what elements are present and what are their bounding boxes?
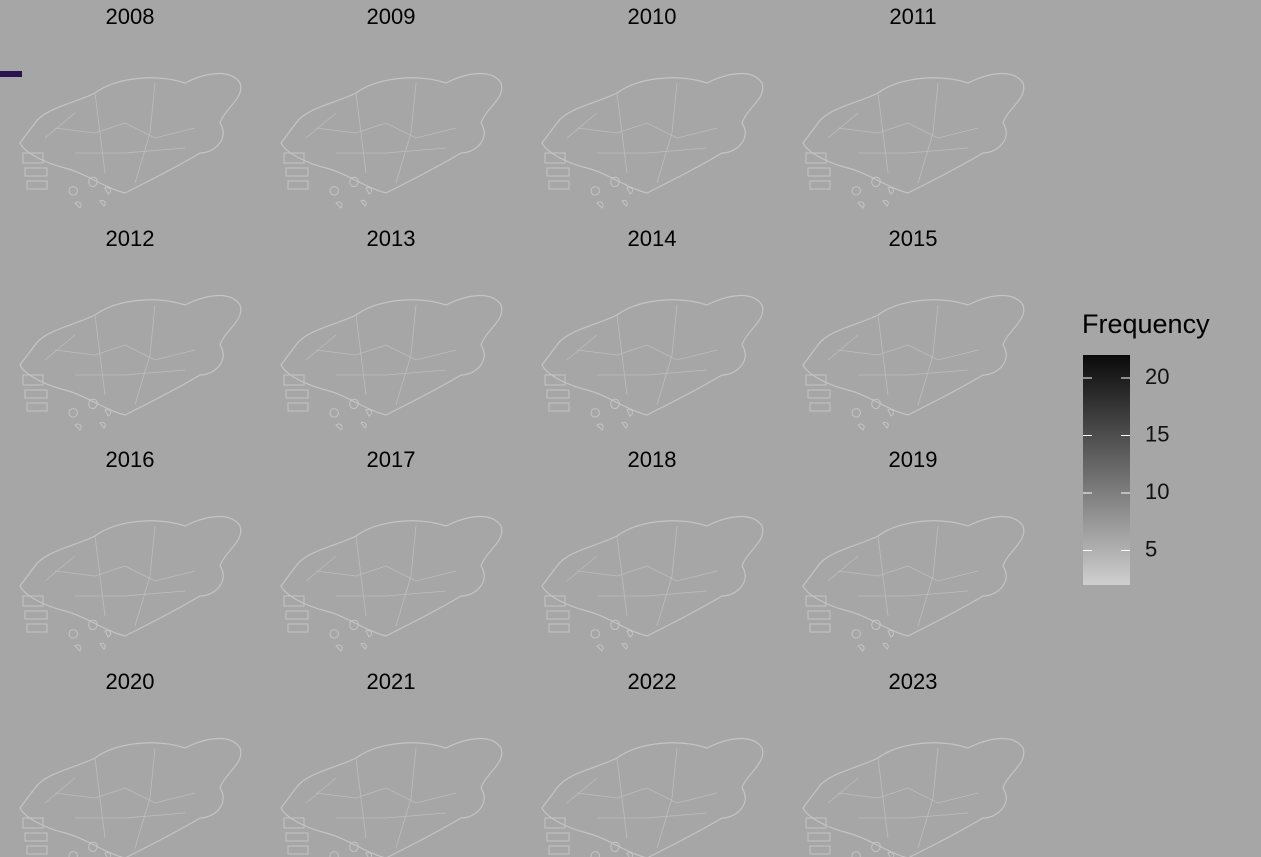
panel-title: 2016 (106, 447, 155, 472)
map (802, 737, 1025, 857)
map (19, 294, 242, 431)
map (802, 294, 1025, 431)
map (802, 72, 1025, 209)
panel-title: 2022 (628, 669, 677, 694)
panel-title: 2020 (106, 669, 155, 694)
map (280, 294, 503, 431)
panel-title: 2023 (889, 669, 938, 694)
map (19, 737, 242, 857)
map (802, 515, 1025, 652)
tick-label: 20 (1145, 364, 1169, 389)
panel-title: 2017 (367, 447, 416, 472)
panel-title: 2019 (889, 447, 938, 472)
panel-title: 2018 (628, 447, 677, 472)
map (541, 515, 764, 652)
tick-label: 15 (1145, 421, 1169, 446)
panel-title: 2012 (106, 226, 155, 251)
edge-mark (0, 71, 22, 77)
panel-title: 2008 (106, 4, 155, 29)
panel-title: 2015 (889, 226, 938, 251)
tick-label: 5 (1145, 536, 1157, 561)
panel-title: 2021 (367, 669, 416, 694)
colorbar (1083, 355, 1130, 585)
panel-title: 2010 (628, 4, 677, 29)
panel-title: 2011 (889, 4, 936, 29)
map (19, 72, 242, 209)
map (541, 294, 764, 431)
panel-title: 2014 (628, 226, 677, 251)
map (19, 515, 242, 652)
map (280, 737, 503, 857)
legend: Frequency 5 10 15 20 (1082, 309, 1210, 585)
legend-title: Frequency (1082, 309, 1210, 339)
map (280, 515, 503, 652)
map (541, 72, 764, 209)
panels: 2008 2009 2010 2011 2012 2013 2014 2015 2016 2017… (19, 4, 1025, 857)
map (541, 737, 764, 857)
panel-title: 2009 (367, 4, 416, 29)
map (280, 72, 503, 209)
tick-label: 10 (1145, 479, 1169, 504)
panel-title: 2013 (367, 226, 416, 251)
